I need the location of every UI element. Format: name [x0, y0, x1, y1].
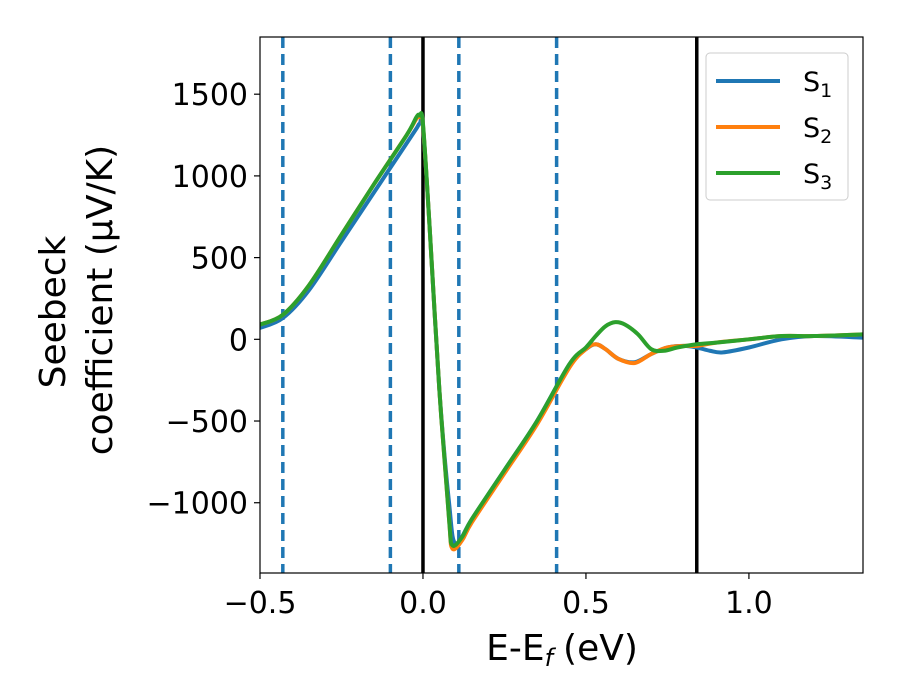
series-layer: [260, 111, 863, 552]
y-tick-label: −500: [166, 405, 248, 440]
legend: S1 S2 S3: [705, 52, 849, 201]
legend-label-2: S2: [803, 113, 832, 148]
vertical-reference-lines: [281, 37, 699, 573]
y-axis-label-line2: coefficient (μV/K): [80, 145, 121, 455]
y-tick-label: 1000: [172, 160, 248, 195]
x-axis-label-unit: (eV): [563, 628, 638, 669]
x-tick-label: 0.5: [562, 586, 610, 621]
plot-frame: [259, 36, 864, 574]
legend-label-1: S1: [803, 67, 832, 102]
x-axis-label: E-Ef (eV): [486, 628, 638, 672]
y-tick-label: 1500: [172, 78, 248, 113]
y-tick-label: 500: [191, 242, 248, 277]
legend-label-3: S3: [803, 159, 832, 194]
series-line-s3: [260, 111, 863, 548]
x-tick-label: 1.0: [725, 586, 773, 621]
x-axis-ticks: −0.5 0.0 0.5 1.0: [224, 573, 773, 621]
x-tick-label: 0.0: [399, 586, 447, 621]
y-tick-label: −1000: [147, 487, 248, 522]
x-axis-label-sub: f: [545, 644, 557, 672]
y-axis-ticks: −1000 −500 0 500 1000 1500: [147, 78, 260, 522]
x-axis-label-text: E-E: [486, 628, 544, 669]
y-tick-label: 0: [229, 323, 248, 358]
y-axis-label-line1: Seebeck: [33, 235, 74, 388]
x-tick-label: −0.5: [224, 586, 297, 621]
